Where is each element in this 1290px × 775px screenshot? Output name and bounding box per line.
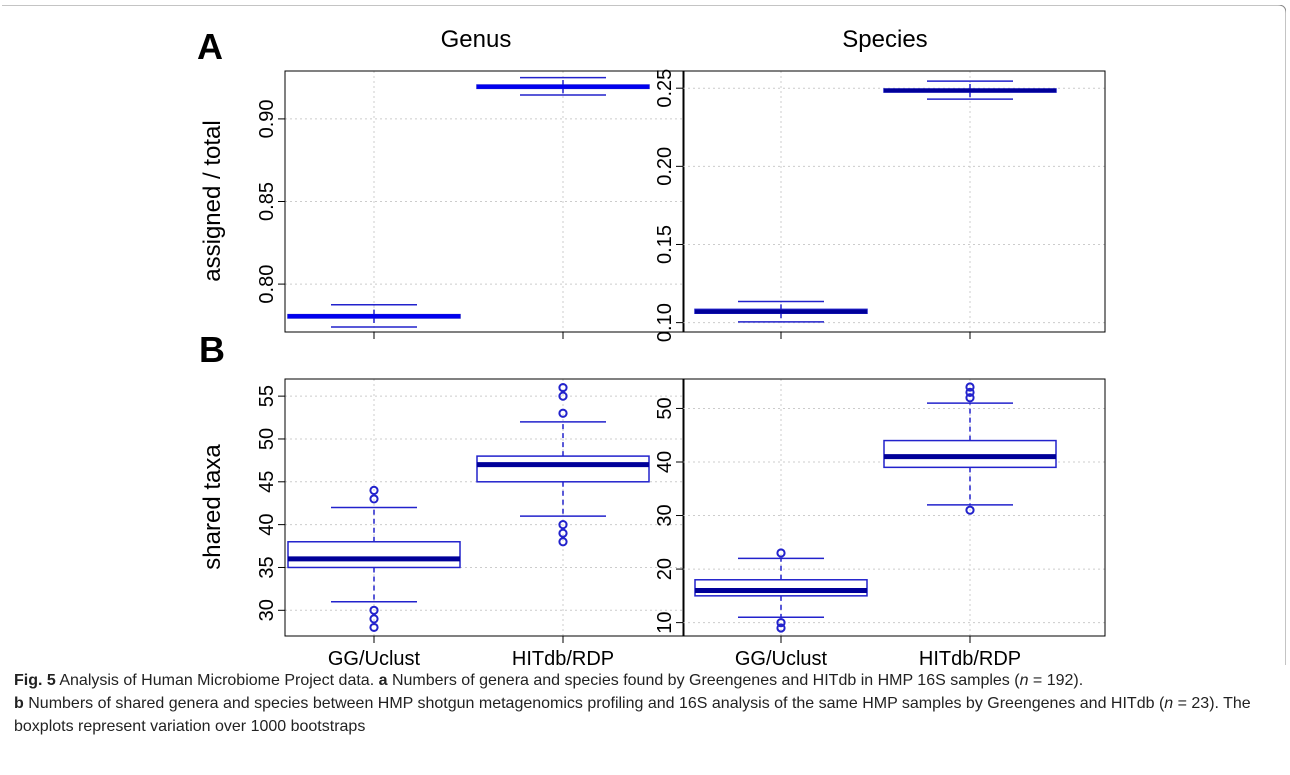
panel-label-a: A (197, 26, 223, 67)
y-tick-label: 10 (654, 611, 676, 633)
outlier-point (776, 623, 786, 633)
y-axis-label: assigned / total (199, 120, 226, 281)
y-tick-label: 30 (654, 504, 676, 526)
y-tick-label: 20 (654, 558, 676, 580)
x-tick-label: GG/Uclust (735, 648, 828, 665)
caption-b-label: b (14, 695, 24, 712)
y-tick-label: 0.15 (654, 225, 676, 264)
caption-b-n: n (1164, 695, 1174, 712)
outlier-point (558, 537, 568, 547)
y-tick-label: 35 (256, 556, 278, 578)
plot-frame (284, 378, 685, 637)
outlier-point (558, 528, 568, 538)
y-tick-label: 0.90 (256, 99, 278, 138)
plot-frame (284, 70, 685, 333)
plot-frame (682, 70, 1106, 333)
y-tick-label: 0.85 (256, 182, 278, 221)
y-tick-label: 55 (256, 385, 278, 407)
outlier-point (776, 548, 786, 558)
outlier-point (558, 520, 568, 530)
column-title-species: Species (842, 26, 927, 53)
y-tick-label: 45 (256, 471, 278, 493)
box-iqr (287, 541, 461, 569)
column-title-genus: Genus (441, 26, 512, 53)
outlier-point (369, 622, 379, 633)
boxplot-figure: A B Genus Species 0.80 0.85 0.90 assigned /… (2, 5, 1286, 665)
y-tick-label: 0.10 (654, 303, 676, 342)
caption-a-label: a (378, 672, 388, 689)
outlier-point (965, 393, 975, 403)
y-tick-label: 0.20 (654, 147, 676, 186)
y-axis-label: shared taxa (199, 444, 226, 570)
box-iqr (883, 439, 1057, 469)
outlier-point (965, 382, 975, 392)
panel-1: 0.10 0.15 0.20 0.25 (654, 69, 1106, 342)
panel-3: 10 20 30 40 50 GG/Uclust HITdb/RDP (654, 378, 1106, 665)
outlier-point (776, 618, 786, 628)
card-border (2, 5, 1286, 665)
caption-fig-label: Fig. 5 (14, 672, 56, 689)
outlier-point (369, 614, 379, 624)
outlier-point (965, 387, 975, 397)
y-tick-label: 40 (654, 451, 676, 473)
x-tick-label: GG/Uclust (328, 648, 421, 665)
y-tick-label: 40 (256, 514, 278, 536)
y-tick-label: 30 (256, 599, 278, 621)
box-iqr (694, 579, 868, 597)
y-tick-label: 0.25 (654, 69, 676, 108)
box-iqr (476, 455, 650, 483)
plot-frame (682, 378, 1106, 637)
y-tick-label: 0.80 (256, 265, 278, 304)
y-tick-label: 50 (256, 428, 278, 450)
caption-a-n-value: = 192). (1028, 672, 1084, 689)
outlier-point (965, 505, 975, 515)
outlier-point (369, 485, 379, 495)
caption-title: Analysis of Human Microbiome Project dat… (59, 672, 375, 689)
outlier-point (558, 408, 568, 418)
caption-a-text: Numbers of genera and species found by G… (391, 672, 1020, 689)
panel-2: 30 35 40 45 50 55 shared taxa GG/Uclust HITdb/RD… (199, 378, 685, 665)
outlier-point (558, 391, 568, 401)
caption-b-text: Numbers of shared genera and species bet… (28, 695, 1165, 712)
panel-0: 0.80 0.85 0.90 assigned / total (199, 70, 685, 339)
caption-b-n-value: = 23). The boxplots represent variation … (14, 695, 1251, 735)
outlier-point (369, 605, 379, 615)
figure-caption: Fig. 5 Analysis of Human Microbiome Proj… (14, 669, 1282, 738)
x-tick-label: HITdb/RDP (512, 648, 614, 665)
outlier-point (369, 494, 379, 504)
caption-a-n: n (1019, 672, 1029, 689)
outlier-point (558, 382, 568, 393)
y-tick-label: 50 (654, 397, 676, 419)
figure-frame: A B Genus Species 0.80 0.85 0.90 assigned /… (2, 5, 1286, 771)
panel-label-b: B (199, 329, 225, 370)
x-tick-label: HITdb/RDP (919, 648, 1021, 665)
